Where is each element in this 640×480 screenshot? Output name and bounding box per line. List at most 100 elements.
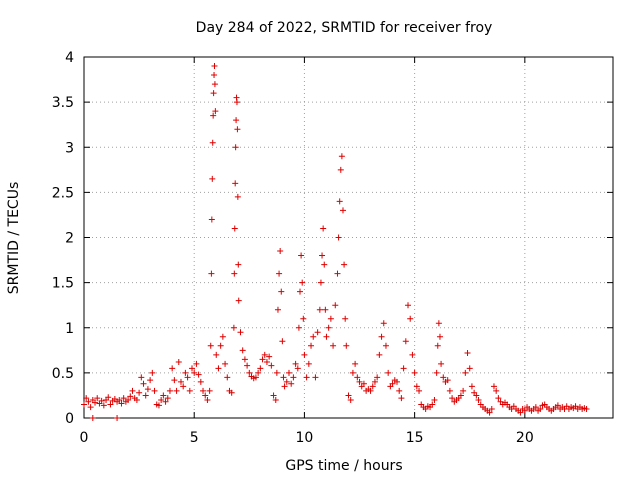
y-tick-label: 1.5 <box>52 276 74 292</box>
data-point <box>129 387 136 394</box>
data-point <box>175 359 182 366</box>
data-point <box>209 175 216 182</box>
data-point <box>231 270 238 277</box>
y-tick-label: 0.5 <box>52 366 74 382</box>
data-point <box>259 356 266 363</box>
data-point <box>147 377 154 384</box>
data-point <box>436 333 443 340</box>
data-point <box>279 338 286 345</box>
data-point <box>517 409 524 416</box>
data-point <box>158 396 165 403</box>
data-point <box>232 144 239 151</box>
data-point <box>360 380 367 387</box>
data-point <box>285 369 292 376</box>
y-tick-label: 3.5 <box>52 95 74 111</box>
y-tick-label: 2 <box>65 231 74 247</box>
data-point <box>180 383 187 390</box>
data-point <box>210 112 217 119</box>
data-point <box>273 369 280 376</box>
data-point <box>233 117 240 124</box>
data-point <box>334 270 341 277</box>
data-point <box>297 288 304 295</box>
data-point <box>189 365 196 372</box>
data-point <box>208 216 215 223</box>
data-point <box>244 362 251 369</box>
data-point <box>352 360 359 367</box>
data-point <box>155 402 162 409</box>
data-point <box>532 404 539 411</box>
data-point <box>241 356 248 363</box>
x-tick-label: 20 <box>516 430 534 446</box>
data-point <box>327 315 334 322</box>
data-point <box>356 378 363 385</box>
data-point <box>193 360 200 367</box>
data-point <box>486 409 493 416</box>
data-point <box>272 396 279 403</box>
data-point <box>382 342 389 349</box>
data-point <box>184 374 191 381</box>
data-point <box>222 360 229 367</box>
data-points <box>81 63 590 421</box>
data-point <box>278 288 285 295</box>
data-point <box>263 359 270 366</box>
data-point <box>400 365 407 372</box>
data-point <box>294 365 301 372</box>
data-point <box>583 405 590 412</box>
data-point <box>468 383 475 390</box>
data-point <box>261 351 268 358</box>
data-point <box>118 400 125 407</box>
y-tick-label: 0 <box>65 411 74 427</box>
data-point <box>217 342 224 349</box>
data-point <box>493 387 500 394</box>
data-point <box>385 369 392 376</box>
data-point <box>409 351 416 358</box>
data-point <box>274 306 281 313</box>
data-point <box>120 395 127 402</box>
data-point <box>94 395 101 402</box>
data-point <box>322 306 329 313</box>
data-point <box>206 387 213 394</box>
data-point <box>105 394 112 401</box>
data-point <box>202 392 209 399</box>
data-point <box>239 347 246 354</box>
y-tick-label: 2.5 <box>52 185 74 201</box>
data-point <box>405 302 412 309</box>
data-point <box>98 397 105 404</box>
data-point <box>338 153 345 160</box>
data-point <box>125 396 132 403</box>
data-point <box>303 374 310 381</box>
data-point <box>438 360 445 367</box>
data-point <box>233 99 240 106</box>
data-point <box>277 248 284 255</box>
data-point <box>235 297 242 304</box>
data-point <box>197 378 204 385</box>
data-point <box>310 333 317 340</box>
data-point <box>319 252 326 259</box>
data-point <box>283 378 290 385</box>
data-point <box>325 324 332 331</box>
data-point <box>416 387 423 394</box>
data-point <box>234 126 241 133</box>
data-point <box>342 315 349 322</box>
data-point <box>149 369 156 376</box>
data-point <box>330 342 337 349</box>
data-point <box>255 369 262 376</box>
data-point <box>433 369 440 376</box>
data-point <box>81 401 87 408</box>
data-point <box>345 392 352 399</box>
y-axis-title: SRMTID / TECUs <box>6 182 22 295</box>
data-point <box>320 225 327 232</box>
data-point <box>107 401 114 408</box>
data-point <box>207 342 214 349</box>
data-point <box>211 81 218 88</box>
data-point <box>208 270 215 277</box>
data-point <box>100 402 107 409</box>
data-point <box>288 380 295 387</box>
grid <box>84 57 613 418</box>
y-tick-label: 3 <box>65 140 74 156</box>
data-point <box>127 393 134 400</box>
data-point <box>140 380 147 387</box>
data-point <box>444 377 451 384</box>
data-point <box>473 392 480 399</box>
data-point <box>162 398 169 405</box>
